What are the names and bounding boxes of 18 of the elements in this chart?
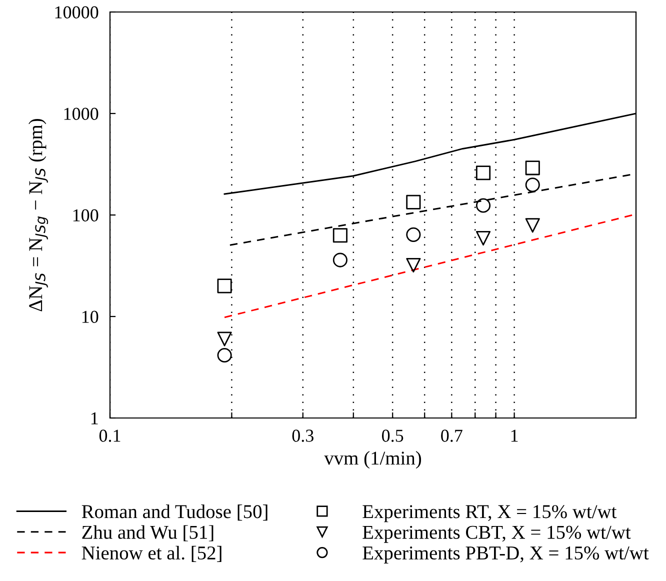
y-tick-label: 1000: [64, 108, 98, 120]
y-tick-label: 100: [73, 209, 98, 222]
legend-label: Experiments CBT, X = 15% wt/wt: [362, 526, 631, 543]
x-axis-title: vvm (1/min): [324, 451, 422, 469]
legend-label: Zhu and Wu [51]: [82, 525, 214, 542]
y-tick-label: 10000: [55, 6, 98, 18]
x-tick-label: 0.3: [292, 430, 314, 442]
y-axis-title: ΔN$_{JS}$ = N$_{JSg}$ − N$_{JS}$ (rpm): [28, 118, 48, 312]
y-tick-label: 1: [91, 412, 98, 424]
legend-label: Nienow et al. [52]: [82, 546, 222, 562]
x-tick-label: 1: [511, 430, 518, 442]
x-tick-label: 0.7: [441, 430, 462, 442]
x-tick-label: 0.5: [382, 430, 404, 442]
x-tick-label: 0.1: [99, 430, 120, 442]
legend-label: Experiments PBT-D, X = 15% wt/wt: [362, 546, 649, 564]
legend-label: Roman and Tudose [50]: [82, 504, 268, 521]
y-tick-label: 10: [82, 310, 98, 323]
legend-label: Experiments RT, X = 15% wt/wt: [362, 505, 617, 522]
